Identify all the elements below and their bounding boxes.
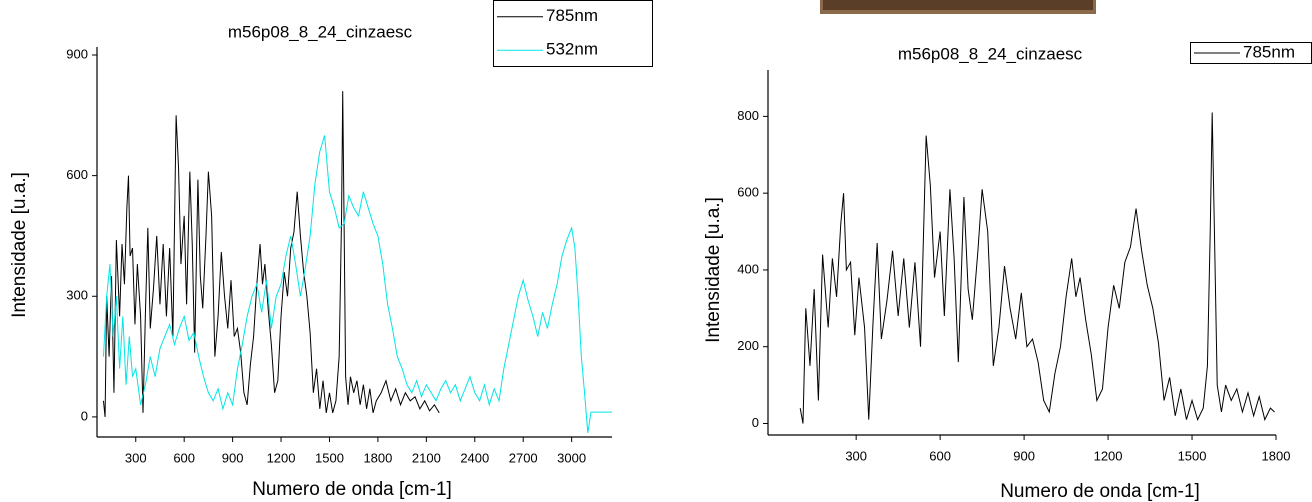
series-line <box>102 135 612 434</box>
x-axis-label: Numero de onda [cm-1] <box>252 479 452 500</box>
legend-label: 785nm <box>1243 42 1295 61</box>
x-tick-label: 900 <box>222 450 244 465</box>
x-tick-label: 2400 <box>460 450 489 465</box>
x-tick-label: 1200 <box>1094 448 1123 463</box>
x-tick-label: 3000 <box>557 450 586 465</box>
y-tick-label: 200 <box>737 338 759 353</box>
y-tick-label: 600 <box>66 167 88 182</box>
y-tick-label: 0 <box>81 408 88 423</box>
x-tick-label: 600 <box>173 450 195 465</box>
y-tick-label: 600 <box>737 185 759 200</box>
x-tick-label: 2700 <box>509 450 538 465</box>
x-tick-label: 1500 <box>315 450 344 465</box>
y-tick-label: 400 <box>737 261 759 276</box>
x-tick-label: 900 <box>1013 448 1035 463</box>
y-axis-label: Intensidade [u.a.] <box>9 172 30 318</box>
x-axis-label: Numero de onda [cm-1] <box>1000 481 1200 502</box>
y-tick-label: 800 <box>737 108 759 123</box>
x-tick-label: 300 <box>845 448 867 463</box>
chart-title: m56p08_8_24_cinzaesc <box>228 22 413 41</box>
series-line <box>799 112 1275 424</box>
y-tick-label: 0 <box>752 415 759 430</box>
legend-label: 532nm <box>546 40 598 59</box>
legend-box <box>493 0 653 67</box>
x-tick-label: 600 <box>929 448 951 463</box>
y-tick-label: 300 <box>66 288 88 303</box>
x-tick-label: 2100 <box>412 450 441 465</box>
legend-label: 785nm <box>546 6 598 25</box>
y-axis-label: Intensidade [u.a.] <box>703 197 724 343</box>
x-tick-label: 1200 <box>267 450 296 465</box>
chart-title: m56p08_8_24_cinzaesc <box>898 44 1083 63</box>
x-tick-label: 300 <box>125 450 147 465</box>
photo-fragment-inner <box>823 0 1093 10</box>
x-tick-label: 1500 <box>1178 448 1207 463</box>
x-tick-label: 1800 <box>363 450 392 465</box>
x-tick-label: 1800 <box>1262 448 1291 463</box>
y-tick-label: 900 <box>66 46 88 61</box>
series-line <box>102 91 440 417</box>
